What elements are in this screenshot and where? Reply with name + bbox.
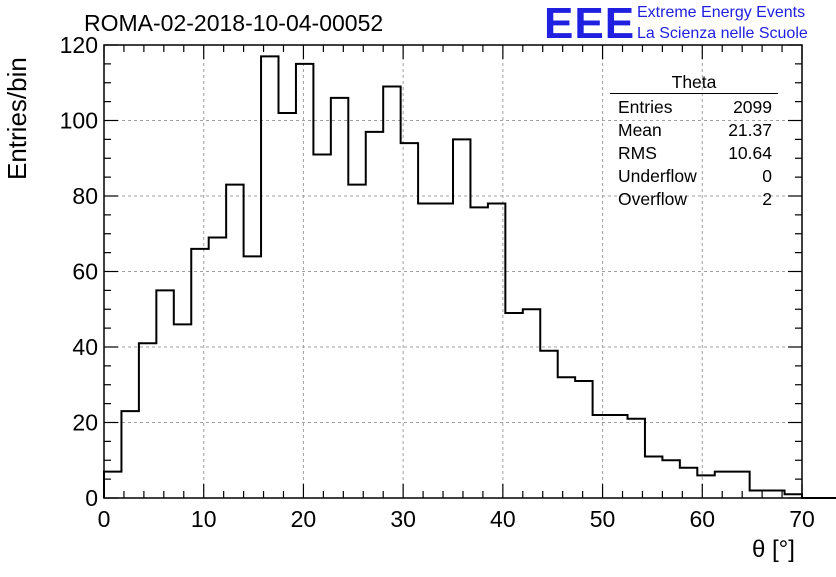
stats-row-entries: Entries 2099 xyxy=(610,96,778,119)
stats-value: 2099 xyxy=(733,97,772,117)
stats-row-mean: Mean 21.37 xyxy=(610,119,778,142)
stats-value: 10.64 xyxy=(728,143,772,163)
histogram-bin xyxy=(261,56,278,498)
x-tick-label: 50 xyxy=(590,506,616,532)
y-tick-label: 20 xyxy=(72,410,98,436)
histogram-bin xyxy=(750,490,767,498)
x-tick-label: 70 xyxy=(789,506,815,532)
histogram-bin xyxy=(174,324,191,498)
histogram-bin xyxy=(575,381,592,498)
x-axis-label: θ [°] xyxy=(752,536,795,563)
histogram-bin xyxy=(331,98,348,498)
stats-row-overflow: Overflow 2 xyxy=(610,188,778,211)
histogram-bin xyxy=(453,139,470,498)
histogram-bin xyxy=(697,475,714,498)
y-axis-label: Entries/bin xyxy=(2,57,32,180)
histogram-bin xyxy=(523,309,540,498)
x-tick-label: 40 xyxy=(490,506,516,532)
histogram-bin xyxy=(558,377,575,498)
stats-value: 2 xyxy=(762,189,772,209)
x-tick-label: 0 xyxy=(98,506,111,532)
histogram-bin xyxy=(436,204,453,498)
stats-value: 0 xyxy=(762,166,772,186)
logo-tagline-2: La Scienza nelle Scuole xyxy=(637,25,808,42)
histogram-bin xyxy=(732,472,749,498)
stats-value: 21.37 xyxy=(728,120,772,140)
histogram-bin xyxy=(628,419,645,498)
x-tick-label: 60 xyxy=(689,506,715,532)
chart-title: ROMA-02-2018-10-04-00052 xyxy=(84,10,384,36)
histogram-bin xyxy=(383,87,400,498)
y-tick-label: 120 xyxy=(60,32,98,58)
stats-label: Mean xyxy=(618,120,662,140)
histogram-bin xyxy=(348,185,365,498)
logo-tagline-1: Extreme Energy Events xyxy=(637,4,806,21)
histogram-bin xyxy=(104,472,121,498)
y-tick-label: 80 xyxy=(72,183,98,209)
histogram-bin xyxy=(191,249,208,498)
histogram-bin xyxy=(418,204,435,498)
histogram-bin xyxy=(593,415,610,498)
histogram-bin xyxy=(139,343,156,498)
histogram-bin xyxy=(662,460,679,498)
stats-label: Overflow xyxy=(618,189,688,209)
y-tick-label: 60 xyxy=(72,259,98,285)
y-tick-label: 100 xyxy=(60,108,98,134)
stats-row-underflow: Underflow 0 xyxy=(610,165,778,188)
histogram-bin xyxy=(540,351,557,498)
histogram-bin xyxy=(121,411,138,498)
y-tick-label: 40 xyxy=(72,334,98,360)
x-tick-label: 20 xyxy=(291,506,317,532)
histogram-bin xyxy=(610,415,627,498)
histogram-bin xyxy=(209,238,226,498)
stats-row-rms: RMS 10.64 xyxy=(610,142,778,165)
histogram-bin xyxy=(244,256,261,498)
stats-label: RMS xyxy=(618,143,657,163)
histogram-bin xyxy=(279,113,296,498)
histogram-bin xyxy=(645,456,662,498)
histogram-bin xyxy=(715,472,732,498)
y-tick-label: 0 xyxy=(85,485,98,511)
histogram-bin xyxy=(296,64,313,498)
histogram-bin xyxy=(470,207,487,498)
histogram-bin xyxy=(505,313,522,498)
eee-logo: EEE xyxy=(544,0,636,48)
stats-box: Theta Entries 2099 Mean 21.37 RMS 10.64 … xyxy=(610,72,778,211)
histogram-bin xyxy=(366,132,383,498)
stats-title: Theta xyxy=(610,72,778,94)
histogram-outline xyxy=(103,55,836,499)
histogram-bin xyxy=(156,290,173,498)
stats-label: Underflow xyxy=(618,166,697,186)
histogram-bin xyxy=(226,185,243,498)
x-tick-label: 30 xyxy=(390,506,416,532)
histogram-bin xyxy=(313,154,330,498)
x-tick-label: 10 xyxy=(191,506,217,532)
stats-label: Entries xyxy=(618,97,673,117)
